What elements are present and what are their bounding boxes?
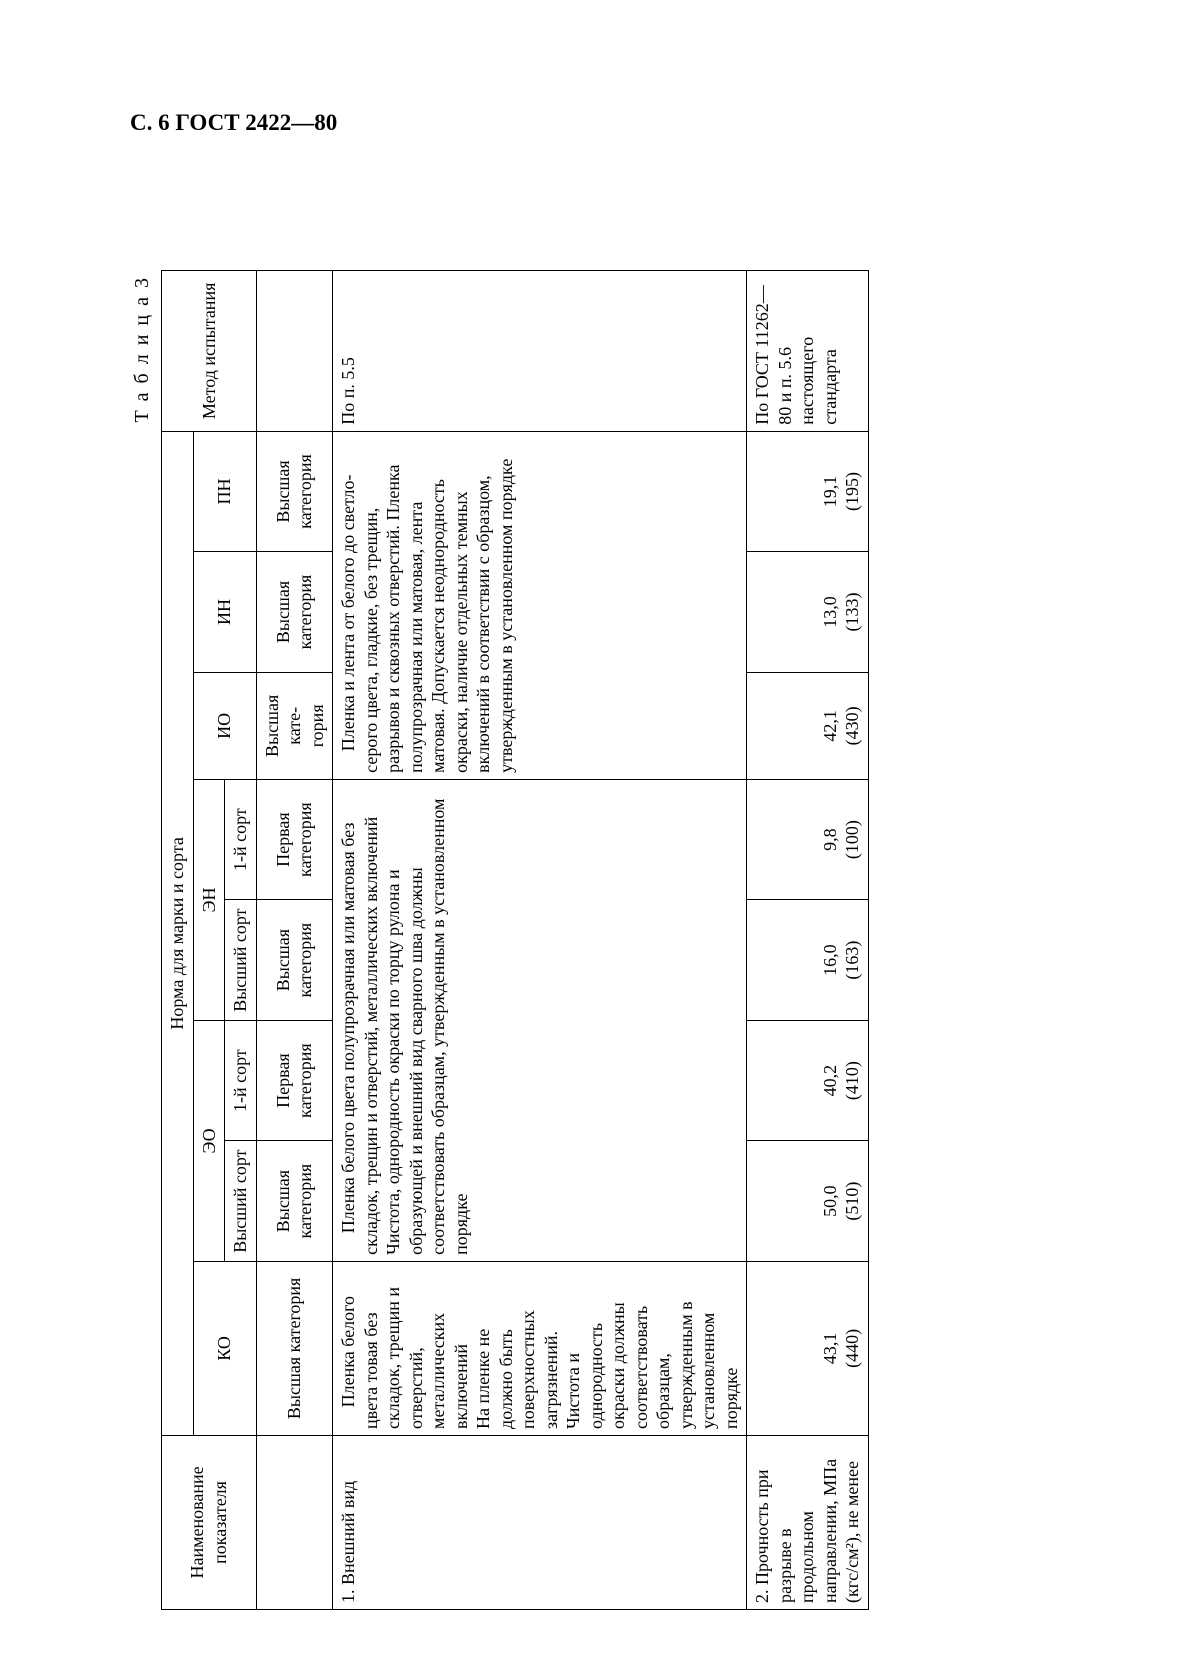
col-eo-first: 1-й сорт [225,1020,257,1141]
table-caption: Т а б л и ц а 3 [130,270,155,1610]
col-eo: ЭО [193,1020,225,1261]
col-en-high: Высший сорт [225,900,257,1021]
col-pn: ПН [193,431,256,552]
cell-strength-ko: 43,1 (440) [747,1261,869,1435]
col-norma: Норма для марки и сорта [162,431,194,1435]
cell-appearance-param: 1. Внешний вид [333,1435,747,1609]
cat-pn: Высшая категория [256,431,333,552]
col-en: ЭН [193,779,225,1020]
cat-en-1: Первая категория [256,779,333,900]
col-en-first: 1-й сорт [225,779,257,900]
cell-strength-pn: 19,1 (195) [747,431,869,552]
cat-in: Высшая категория [256,552,333,673]
table-wrap: Т а б л и ц а 3 Наименование показателя … [600,270,1187,1009]
table-row-strength: 2. Прочность при разрыве в продольном на… [747,271,869,1610]
cell-strength-eo-h: 50,0 (510) [747,1141,869,1262]
cell-strength-in: 13,0 (133) [747,552,869,673]
table-row-appearance: 1. Внешний вид Пленка белого цвета товая… [333,271,747,1610]
cell-strength-io: 42,1 (430) [747,672,869,779]
cat-param-blank [256,1435,333,1609]
col-ko: КО [193,1261,256,1435]
col-eo-high: Высший сорт [225,1141,257,1262]
cat-eo-h: Высшая категория [256,1141,333,1262]
cell-appearance-io-in-pn: Пленка и лента от белого до светло-серог… [333,431,747,779]
cell-appearance-ko: Пленка белого цвета товая без складок, т… [333,1261,747,1435]
cell-strength-en-1: 9,8 (100) [747,779,869,900]
cell-strength-method: По ГОСТ 11262—80 и п. 5.6 настоящего ста… [747,271,869,432]
cell-strength-en-h: 16,0 (163) [747,900,869,1021]
cell-strength-param: 2. Прочность при разрыве в продольном на… [747,1435,869,1609]
cat-io: Высшая кате- гория [256,672,333,779]
col-method: Метод испытания [162,271,257,432]
standards-table: Наименование показателя Норма для марки … [161,270,869,1610]
col-param: Наименование показателя [162,1435,257,1609]
cell-appearance-eo-en: Пленка белого цвета полупрозрачная или м… [333,779,747,1261]
col-in: ИН [193,552,256,673]
cell-appearance-method: По п. 5.5 [333,271,747,432]
running-head: С. 6 ГОСТ 2422—80 [130,110,1070,136]
table-header-row-1: Наименование показателя Норма для марки … [162,271,194,1610]
col-io: ИО [193,672,256,779]
cell-strength-eo-1: 40,2 (410) [747,1020,869,1141]
cat-ko: Высшая категория [256,1261,333,1435]
cat-eo-1: Первая категория [256,1020,333,1141]
table-header-row-2: КО ЭО ЭН ИО ИН ПН [193,271,225,1610]
cat-method-blank [256,271,333,432]
table-header-row-4: Высшая категория Высшая категория Первая… [256,271,333,1610]
cat-en-h: Высшая категория [256,900,333,1021]
